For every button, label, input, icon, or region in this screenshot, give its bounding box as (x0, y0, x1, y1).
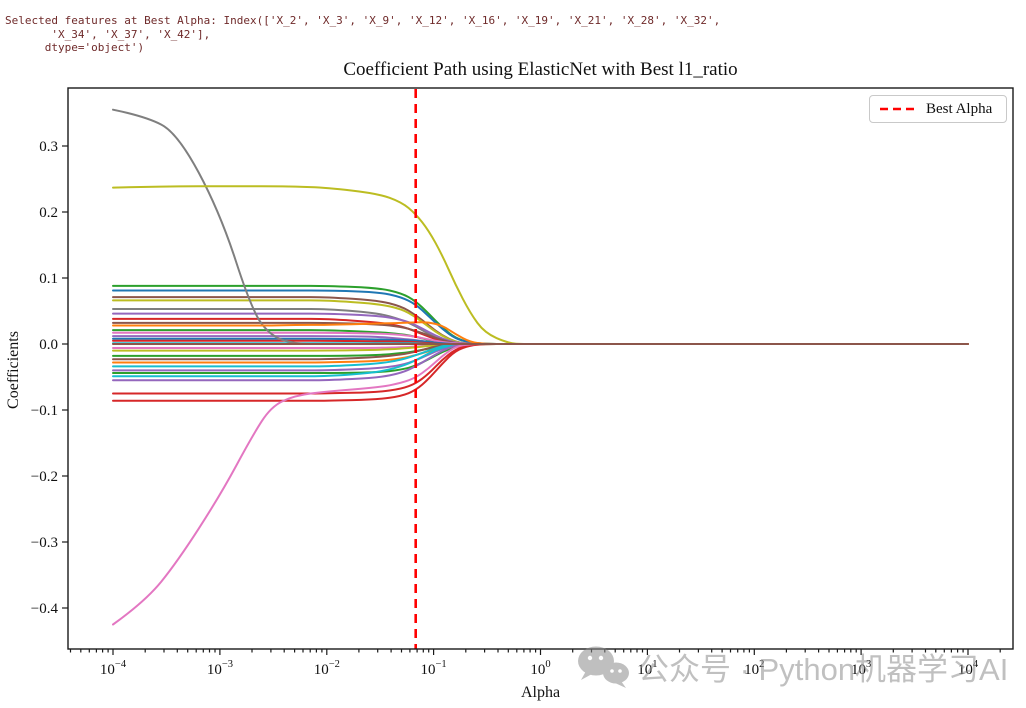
svg-text:0.3: 0.3 (39, 139, 58, 155)
y-axis-label: Coefficients (5, 331, 22, 409)
axes-spines (67, 87, 1014, 650)
svg-text:10−4: 10−4 (100, 659, 127, 678)
svg-text:−0.4: −0.4 (31, 601, 59, 617)
y-axis-ticks (62, 145, 68, 609)
coef-line (112, 185, 969, 346)
svg-text:−0.3: −0.3 (31, 535, 58, 551)
svg-text:0.0: 0.0 (39, 337, 58, 353)
coefficient-lines (112, 108, 969, 626)
console-output: Selected features at Best Alpha: Index([… (5, 14, 721, 54)
svg-text:0.1: 0.1 (39, 271, 58, 287)
svg-text:−0.2: −0.2 (31, 469, 58, 485)
x-tick-labels: 10−4 10−3 10−2 10−1 100 101 102 103 104 (100, 659, 979, 678)
x-axis-ticks (69, 649, 1001, 655)
coef-line (112, 343, 969, 626)
svg-text:−0.1: −0.1 (31, 403, 58, 419)
svg-text:104: 104 (958, 659, 979, 678)
svg-text:101: 101 (637, 659, 657, 678)
svg-text:100: 100 (530, 659, 550, 678)
legend: Best Alpha (869, 95, 1007, 123)
legend-label: Best Alpha (926, 100, 993, 117)
best-alpha-dash-sample (880, 107, 916, 111)
y-tick-labels: 0.3 0.2 0.1 0.0 −0.1 −0.2 −0.3 −0.4 (31, 139, 59, 617)
svg-text:10−1: 10−1 (421, 659, 447, 678)
svg-text:103: 103 (851, 659, 871, 678)
chart-title: Coefficient Path using ElasticNet with B… (343, 59, 738, 80)
svg-text:10−3: 10−3 (207, 659, 233, 678)
svg-text:10−2: 10−2 (314, 659, 340, 678)
x-axis-label: Alpha (520, 684, 561, 701)
svg-text:0.2: 0.2 (39, 205, 58, 221)
svg-text:102: 102 (744, 659, 764, 678)
